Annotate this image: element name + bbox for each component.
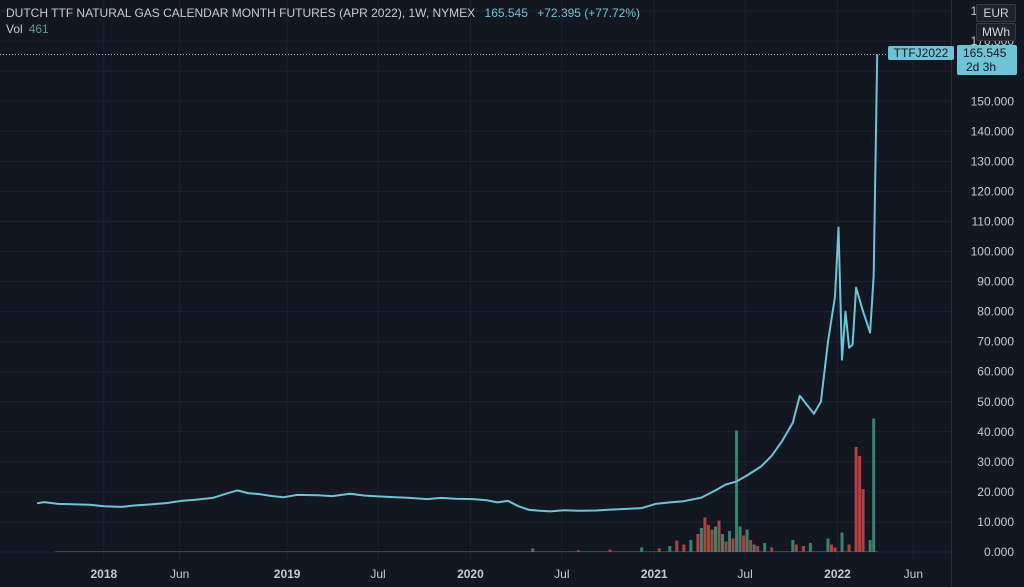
volume-bar [738, 526, 742, 552]
price-tag-box: 165.545 2d 3h [957, 45, 1017, 75]
volume-bar [829, 544, 833, 552]
y-tick-label: 70.000 [977, 335, 1014, 349]
volume-bar [728, 531, 732, 552]
y-tick-label: 20.000 [977, 485, 1014, 499]
volume-label: Vol [6, 22, 23, 36]
x-tick-label: Jun [904, 567, 923, 581]
volume-legend: Vol 461 [6, 22, 49, 36]
volume-bar [696, 534, 700, 552]
y-tick-label: 0.000 [984, 545, 1014, 559]
price-line-series [36, 54, 879, 513]
y-tick-label: 80.000 [977, 305, 1014, 319]
x-tick-label: 2022 [824, 567, 851, 581]
volume-bar [713, 526, 717, 552]
volume-bar [858, 456, 862, 552]
x-tick-label: 2021 [641, 567, 668, 581]
price-tag: TTFJ2022 165.545 2d 3h [888, 45, 1020, 75]
volume-bar [833, 547, 837, 552]
x-axis-labels: 2018 Jun 2019 Jul 2020 Jul 2021 Jul 2022 Jun [90, 567, 923, 581]
x-tick-label: 2019 [274, 567, 301, 581]
y-tick-label: 110.000 [972, 214, 1015, 228]
volume-bar [703, 517, 707, 552]
volume-bar [808, 543, 812, 552]
volume-bar [531, 548, 535, 552]
price-change-value: +72.395 (+77.72%) [537, 6, 640, 20]
volume-bar [854, 447, 858, 552]
x-tick-label: Jul [737, 567, 752, 581]
volume-bar [717, 520, 721, 552]
y-tick-label: 10.000 [977, 515, 1014, 529]
volume-bar [745, 529, 749, 552]
volume-bars [55, 418, 878, 552]
volume-bar [868, 540, 872, 552]
volume-bar [724, 541, 728, 552]
volume-bar [840, 532, 844, 552]
x-tick-label: Jul [370, 567, 385, 581]
volume-bar [801, 546, 805, 552]
volume-bar [710, 529, 714, 552]
chart-legend: DUTCH TTF NATURAL GAS CALENDAR MONTH FUT… [6, 6, 640, 20]
price-tag-value: 165.545 [963, 46, 1007, 60]
last-price-value: 165.545 [484, 6, 528, 20]
symbol-tag: TTFJ2022 [888, 46, 954, 60]
volume-bar [576, 550, 580, 552]
currency-button[interactable]: EUR [976, 4, 1016, 22]
volume-bar [721, 534, 725, 552]
volume-bar [752, 544, 756, 552]
y-tick-label: 120.000 [971, 184, 1015, 198]
countdown-value: 2d 3h [966, 60, 997, 74]
volume-bar [756, 546, 760, 552]
volume-bar [749, 540, 753, 552]
volume-bar [770, 547, 774, 552]
unit-button[interactable]: MWh [976, 23, 1016, 41]
x-tick-label: Jun [170, 567, 189, 581]
volume-bar [791, 540, 795, 552]
volume-bar [608, 549, 612, 552]
volume-bar [640, 547, 644, 552]
y-tick-label: 50.000 [977, 395, 1014, 409]
x-tick-label: Jul [554, 567, 569, 581]
price-axis-divider [951, 0, 952, 587]
volume-bar [731, 538, 735, 552]
x-tick-label: 2020 [457, 567, 484, 581]
volume-bar [706, 525, 710, 552]
chart-grid [0, 0, 951, 560]
y-tick-label: 100.000 [971, 245, 1015, 259]
y-tick-label: 30.000 [977, 455, 1014, 469]
y-axis-labels: 0.000 10.000 20.000 30.000 40.000 50.000 60.00… [971, 4, 1015, 559]
y-tick-label: 60.000 [977, 365, 1014, 379]
y-tick-label: 140.000 [971, 124, 1015, 138]
volume-bar [763, 543, 767, 552]
volume-bar [682, 544, 686, 552]
volume-bar [826, 538, 830, 552]
volume-bar [742, 535, 746, 552]
y-tick-label: 130.000 [971, 154, 1015, 168]
volume-bar [794, 544, 798, 552]
volume-bar [657, 548, 661, 552]
volume-bar [675, 540, 679, 552]
volume-bar [699, 528, 703, 552]
volume-bar [689, 540, 693, 552]
symbol-title[interactable]: DUTCH TTF NATURAL GAS CALENDAR MONTH FUT… [6, 6, 476, 20]
volume-bar [847, 544, 851, 552]
x-tick-label: 2018 [90, 567, 117, 581]
y-tick-label: 40.000 [977, 425, 1014, 439]
volume-bar [861, 489, 865, 552]
volume-bar [735, 430, 739, 552]
volume-bar [872, 418, 876, 552]
volume-bar [668, 546, 672, 552]
y-tick-label: 150.000 [971, 94, 1015, 108]
volume-value: 461 [28, 22, 49, 36]
y-tick-label: 90.000 [977, 275, 1014, 289]
